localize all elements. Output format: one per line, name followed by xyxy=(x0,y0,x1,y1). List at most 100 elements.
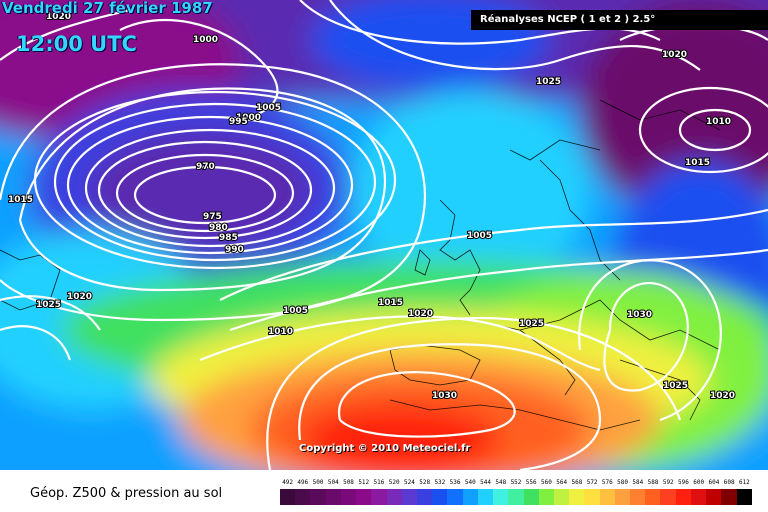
isobar-label-1005: 1005 xyxy=(467,231,492,241)
scale-swatch xyxy=(614,489,631,505)
isobar-label-970: 970 xyxy=(196,162,215,172)
isobar-label-980: 980 xyxy=(209,223,228,233)
scale-label: 584 xyxy=(632,479,644,486)
isobar-label-995: 995 xyxy=(229,117,248,127)
isobar-label-1015: 1015 xyxy=(8,195,33,205)
scale-label: 568 xyxy=(571,479,583,486)
scale-label: 508 xyxy=(343,479,354,486)
scale-label: 604 xyxy=(708,479,720,486)
isobar-label-1020: 1020 xyxy=(408,309,433,319)
scale-swatch xyxy=(736,489,752,505)
isobar-label-975: 975 xyxy=(203,212,222,222)
isobar-label-1025: 1025 xyxy=(519,319,544,329)
scale-swatch xyxy=(538,489,554,505)
scale-label: 548 xyxy=(495,479,507,486)
scale-label: 596 xyxy=(678,479,689,486)
scale-label: 540 xyxy=(464,479,476,486)
isobar-label-1020: 1020 xyxy=(46,12,71,22)
isobar-label-1005: 1005 xyxy=(283,306,308,316)
scale-swatch xyxy=(721,489,737,505)
isobar-label-1000: 1000 xyxy=(193,35,218,45)
isobar-label-1015: 1015 xyxy=(378,298,403,308)
isobar-label-1015: 1015 xyxy=(685,158,710,168)
isobar-label-1010: 1010 xyxy=(706,117,731,127)
isobar-label-1025: 1025 xyxy=(536,77,561,87)
scale-label: 496 xyxy=(297,479,309,486)
scale-label: 612 xyxy=(738,479,750,486)
scale-label: 500 xyxy=(312,479,324,486)
scale-label: 532 xyxy=(434,479,446,486)
isobars xyxy=(0,0,768,470)
color-scale-labels: 492 496 500 504 508 512 516 520 524 528 532 536 540 5… xyxy=(280,479,752,489)
scale-swatch xyxy=(416,489,433,505)
scale-label: 600 xyxy=(693,479,705,486)
scale-label: 516 xyxy=(373,479,385,486)
scale-swatch xyxy=(523,489,539,505)
scale-swatch xyxy=(371,489,387,505)
scale-swatch xyxy=(508,489,524,505)
copyright-notice: Copyright © 2010 Meteociel.fr xyxy=(299,443,471,454)
scale-label: 608 xyxy=(723,479,735,486)
scale-label: 576 xyxy=(601,479,613,486)
scale-swatch xyxy=(553,489,570,505)
isobar-label-1010: 1010 xyxy=(268,327,293,337)
legend-title: Géop. Z500 & pression au sol xyxy=(30,486,223,501)
scale-swatch xyxy=(630,489,646,505)
scale-swatch xyxy=(690,489,707,505)
color-scale-swatches xyxy=(280,489,752,505)
isobar-label-1025: 1025 xyxy=(36,300,61,310)
scale-swatch xyxy=(645,489,661,505)
isobar-labels: 1020 1000 1005 1000 995 970 975 980 985 … xyxy=(7,11,736,402)
scale-swatch xyxy=(675,489,691,505)
scale-swatch xyxy=(584,489,600,505)
isobar-label-1030: 1030 xyxy=(627,310,652,320)
scale-label: 592 xyxy=(662,479,674,486)
scale-swatch xyxy=(280,489,296,505)
scale-swatch xyxy=(356,489,372,505)
isobar-label-1020: 1020 xyxy=(67,292,92,302)
color-scale: 492 496 500 504 508 512 516 520 524 528 532 536 540 5… xyxy=(280,479,752,505)
scale-swatch xyxy=(340,489,357,505)
scale-swatch xyxy=(477,489,494,505)
isobar-label-1030: 1030 xyxy=(432,391,457,401)
scale-label: 556 xyxy=(525,479,537,486)
scale-label: 536 xyxy=(449,479,461,486)
isobar-label-990: 990 xyxy=(225,245,244,255)
scale-label: 564 xyxy=(556,479,568,486)
isobar-label-985: 985 xyxy=(219,233,238,243)
scale-swatch xyxy=(432,489,448,505)
isobar-label-1025: 1025 xyxy=(663,381,688,391)
coastlines xyxy=(0,99,721,431)
map-time: 12:00 UTC xyxy=(16,32,137,56)
isobar-label-1020: 1020 xyxy=(662,50,687,60)
isobar-label-1005: 1005 xyxy=(256,103,281,113)
scale-swatch xyxy=(599,489,615,505)
scale-swatch xyxy=(660,489,676,505)
scale-swatch xyxy=(447,489,463,505)
scale-swatch xyxy=(386,489,402,505)
scale-swatch xyxy=(325,489,341,505)
scale-swatch xyxy=(295,489,311,505)
scale-label: 552 xyxy=(510,479,522,486)
data-source-label: Réanalyses NCEP ( 1 et 2 ) 2.5° xyxy=(471,10,768,30)
scale-swatch xyxy=(493,489,509,505)
scale-swatch xyxy=(401,489,417,505)
isobar-label-1020: 1020 xyxy=(710,391,735,401)
scale-label: 524 xyxy=(403,479,415,486)
scale-label: 544 xyxy=(480,479,491,486)
scale-swatch xyxy=(310,489,326,505)
scale-label: 572 xyxy=(586,479,598,486)
scale-label: 504 xyxy=(327,479,339,486)
pressure-geopotential-map: 1020 1000 1005 1000 995 970 975 980 985 … xyxy=(0,0,768,470)
map-date: Vendredi 27 février 1987 xyxy=(2,0,213,17)
isobar-label-1000: 1000 xyxy=(236,113,261,123)
scale-label: 588 xyxy=(647,479,659,486)
scale-label: 580 xyxy=(617,479,628,486)
scale-label: 560 xyxy=(541,479,552,486)
scale-label: 520 xyxy=(388,479,400,486)
scale-swatch xyxy=(569,489,585,505)
scale-label: 492 xyxy=(282,479,294,486)
scale-swatch xyxy=(462,489,478,505)
scale-label: 528 xyxy=(419,479,431,486)
